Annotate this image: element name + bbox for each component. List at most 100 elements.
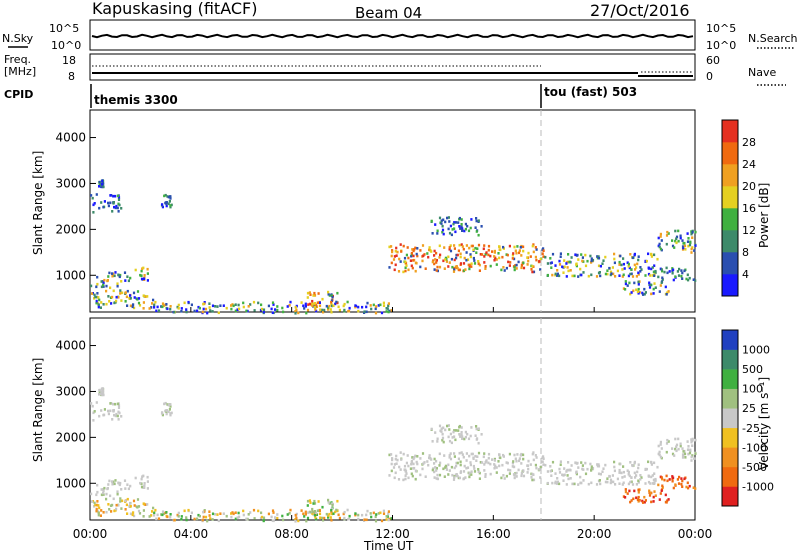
power-cell bbox=[483, 255, 486, 258]
velocity-cell bbox=[622, 470, 625, 474]
velocity-cell bbox=[347, 517, 350, 521]
velocity-cell bbox=[169, 403, 172, 406]
colorbar-segment bbox=[722, 349, 738, 370]
velocity-cell bbox=[391, 457, 394, 460]
power-cell bbox=[271, 311, 274, 314]
power-cell bbox=[146, 272, 149, 275]
velocity-cell bbox=[108, 508, 111, 511]
power-cell bbox=[462, 247, 465, 251]
velocity-cell bbox=[629, 500, 632, 504]
velocity-cell bbox=[300, 509, 303, 512]
velocity-cell bbox=[115, 503, 118, 507]
power-cell bbox=[136, 298, 139, 301]
velocity-cell bbox=[167, 410, 170, 414]
velocity-cell bbox=[286, 513, 289, 516]
velocity-cell bbox=[681, 485, 684, 488]
velocity-cell bbox=[565, 470, 568, 473]
power-cell bbox=[109, 286, 112, 290]
power-cell bbox=[573, 274, 576, 278]
power-cell bbox=[309, 293, 312, 296]
power-cell bbox=[522, 266, 526, 270]
velocity-cell bbox=[416, 455, 419, 458]
velocity-cell bbox=[677, 482, 681, 485]
power-cell bbox=[464, 227, 467, 231]
power-cell bbox=[118, 275, 121, 279]
velocity-cell bbox=[681, 447, 684, 450]
velocity-cell bbox=[197, 513, 200, 517]
power-cell bbox=[129, 294, 132, 297]
power-cell bbox=[453, 221, 456, 224]
velocity-cell bbox=[105, 497, 108, 501]
velocity-cell bbox=[467, 437, 471, 441]
power-cell bbox=[308, 291, 311, 294]
velocity-cell bbox=[654, 479, 657, 482]
velocity-cell bbox=[659, 492, 662, 495]
power-cell bbox=[113, 274, 116, 278]
colorbar-tick-label: 4 bbox=[742, 268, 749, 281]
power-cell bbox=[372, 303, 375, 307]
velocity-cell bbox=[100, 493, 103, 497]
power-cell bbox=[421, 244, 425, 247]
power-cell bbox=[674, 229, 677, 233]
power-cell bbox=[653, 274, 656, 277]
power-cell bbox=[204, 307, 208, 311]
velocity-cell bbox=[599, 482, 602, 486]
velocity-cell bbox=[584, 461, 587, 465]
power-cell bbox=[666, 291, 669, 294]
power-cell bbox=[431, 232, 434, 235]
velocity-cell bbox=[428, 454, 431, 457]
power-cell bbox=[107, 295, 110, 298]
power-cell bbox=[313, 302, 317, 305]
velocity-cell bbox=[630, 480, 633, 484]
colorbar-frame bbox=[721, 119, 739, 297]
velocity-cell bbox=[530, 476, 533, 479]
velocity-cell bbox=[454, 438, 457, 442]
velocity-cell bbox=[168, 408, 171, 411]
velocity-cell bbox=[419, 473, 422, 477]
velocity-cell bbox=[531, 472, 534, 476]
colorbar-segment bbox=[722, 274, 738, 297]
power-cell bbox=[468, 267, 471, 271]
power-cell bbox=[637, 280, 640, 284]
power-cell bbox=[124, 279, 127, 282]
power-cell bbox=[217, 311, 220, 315]
power-cell bbox=[590, 261, 593, 264]
velocity-cell bbox=[157, 517, 161, 520]
power-cell bbox=[185, 308, 188, 311]
velocity-cell bbox=[690, 455, 693, 459]
power-cell bbox=[415, 252, 418, 256]
power-cell bbox=[477, 243, 481, 247]
power-cell bbox=[681, 277, 684, 280]
velocity-cell bbox=[162, 512, 165, 515]
velocity-cell bbox=[460, 433, 463, 437]
power-cell bbox=[690, 230, 693, 233]
velocity-cell bbox=[546, 470, 549, 473]
power-cell bbox=[647, 252, 650, 256]
power-cell bbox=[448, 248, 451, 251]
velocity-cell bbox=[684, 456, 687, 459]
velocity-cell bbox=[458, 433, 461, 436]
velocity-cell bbox=[448, 456, 451, 459]
power-cell bbox=[140, 274, 143, 278]
power-cell bbox=[454, 230, 457, 234]
velocity-cell bbox=[457, 429, 460, 432]
power-cell bbox=[629, 253, 632, 256]
power-cell bbox=[386, 307, 389, 310]
power-cell bbox=[247, 305, 250, 308]
power-cell bbox=[294, 310, 297, 313]
power-cell bbox=[161, 205, 164, 209]
power-cell bbox=[312, 294, 315, 297]
velocity-cell bbox=[518, 457, 521, 460]
power-cell bbox=[252, 300, 256, 304]
velocity-cell bbox=[522, 457, 525, 461]
power-cell bbox=[444, 258, 447, 261]
velocity-cell bbox=[472, 456, 475, 460]
power-cell bbox=[626, 284, 629, 287]
velocity-cell bbox=[590, 465, 593, 468]
power-cell bbox=[649, 283, 652, 287]
power-cell bbox=[102, 283, 105, 287]
power-cell bbox=[624, 282, 627, 286]
velocity-cell bbox=[601, 470, 604, 473]
